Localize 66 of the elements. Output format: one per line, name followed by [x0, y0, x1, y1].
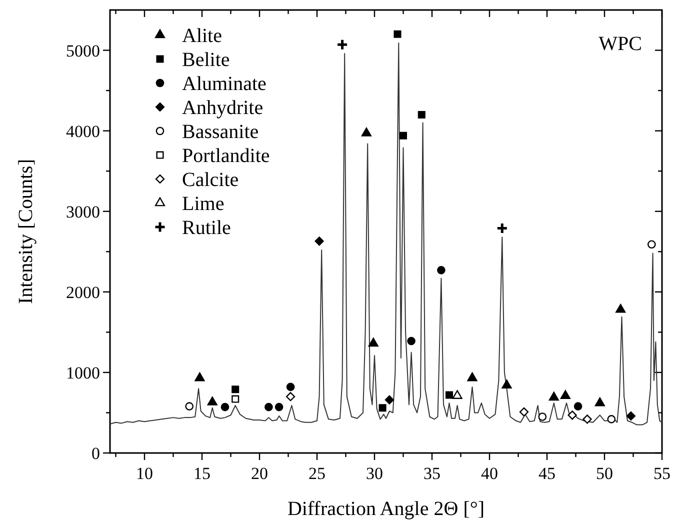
- x-tick-label: 40: [481, 464, 498, 483]
- point: [207, 396, 218, 406]
- point: [418, 110, 426, 118]
- point: [378, 404, 386, 412]
- point: [314, 236, 324, 246]
- point: [582, 414, 592, 424]
- legend-label: Calcite: [182, 169, 239, 191]
- point: [594, 397, 605, 406]
- annotation: WPC: [598, 33, 642, 55]
- x-tick-label: 25: [308, 464, 326, 483]
- point: [519, 407, 529, 416]
- point: [232, 395, 240, 403]
- y-tick-label: 0: [92, 444, 100, 463]
- point: [399, 132, 408, 140]
- point: [286, 382, 295, 392]
- point: [445, 391, 454, 399]
- legend-label: Bassanite: [182, 121, 259, 143]
- x-tick-label: 30: [366, 464, 383, 483]
- point: [394, 30, 402, 38]
- x-tick-label: 55: [654, 464, 670, 483]
- point: [437, 266, 446, 274]
- point: [274, 402, 284, 412]
- x-axis-title: Diffraction Angle 2Θ [°]: [287, 498, 485, 520]
- point: [185, 402, 194, 410]
- legend-label: Belite: [182, 49, 230, 71]
- point: [538, 412, 547, 421]
- x-tick-label: 20: [251, 464, 268, 483]
- point: [384, 395, 394, 404]
- y-tick-label: 3000: [66, 202, 100, 222]
- point: [548, 392, 559, 401]
- point: [361, 128, 372, 136]
- legend-label: Aluminate: [182, 73, 267, 95]
- point: [626, 411, 636, 421]
- legend-label: Portlandite: [182, 145, 270, 167]
- x-tick-label: 15: [194, 464, 210, 483]
- legend-label: Lime: [182, 193, 224, 215]
- y-tick-label: 1000: [66, 363, 100, 382]
- point: [336, 38, 348, 51]
- x-tick-label: 50: [596, 464, 613, 483]
- x-tick-label: 10: [136, 464, 153, 483]
- point: [616, 304, 626, 313]
- point: [232, 386, 240, 394]
- x-tick-label: 35: [424, 464, 440, 483]
- y-axis-title: Intensity [Counts]: [15, 159, 37, 304]
- point: [496, 222, 508, 234]
- point: [647, 240, 656, 249]
- y-tick-label: 2000: [66, 282, 100, 302]
- legend-label: Rutile: [182, 217, 232, 239]
- y-tick-label: 4000: [66, 122, 100, 141]
- point: [574, 402, 582, 410]
- point: [568, 410, 577, 420]
- point: [452, 390, 462, 399]
- point: [467, 372, 478, 382]
- point: [220, 402, 230, 412]
- point: [560, 390, 570, 399]
- y-tick-label: 5000: [66, 41, 100, 60]
- point: [286, 392, 296, 402]
- point: [264, 402, 273, 412]
- point: [194, 372, 205, 382]
- point: [502, 380, 512, 388]
- legend-label: Anhydrite: [182, 97, 264, 119]
- point: [607, 415, 616, 424]
- point: [407, 336, 416, 346]
- point: [368, 338, 378, 347]
- legend-label: Alite: [182, 25, 222, 47]
- x-tick-label: 45: [538, 464, 556, 483]
